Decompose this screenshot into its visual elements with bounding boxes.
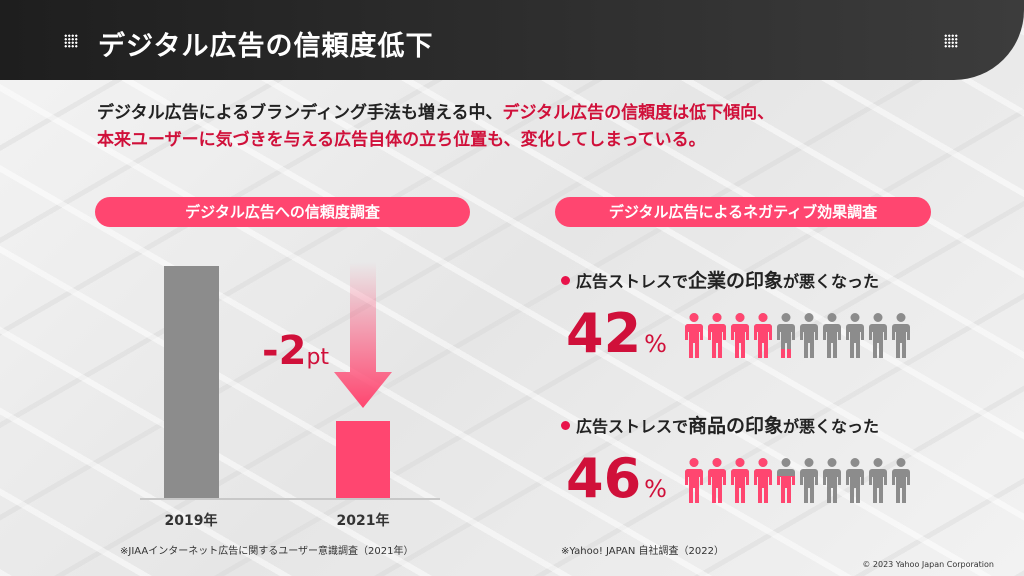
down-arrow-icon bbox=[334, 262, 392, 408]
person-icon bbox=[708, 313, 726, 358]
people-row bbox=[685, 313, 910, 358]
percent-value: 42 bbox=[566, 302, 642, 365]
person-icon bbox=[777, 458, 795, 503]
dots-icon bbox=[944, 34, 958, 48]
person-icon bbox=[892, 458, 910, 503]
label-emph: 企業の印象 bbox=[688, 270, 784, 292]
person-icon bbox=[731, 458, 749, 503]
delta-label: -2pt bbox=[262, 328, 329, 374]
bullet-icon bbox=[561, 421, 570, 430]
person-icon bbox=[846, 458, 864, 503]
item-2-label: 広告ストレスで商品の印象が悪くなった bbox=[561, 411, 879, 438]
person-icon bbox=[869, 458, 887, 503]
dots-icon bbox=[64, 34, 78, 48]
person-icon bbox=[754, 458, 772, 503]
percent-value: 46 bbox=[566, 447, 642, 510]
item-1-label: 広告ストレスで企業の印象が悪くなった bbox=[561, 266, 879, 293]
person-icon bbox=[800, 313, 818, 358]
bar-2021 bbox=[336, 421, 390, 498]
lead-line1: デジタル広告によるブランディング手法も増える中、 bbox=[97, 103, 503, 123]
person-icon bbox=[823, 313, 841, 358]
negative-effect-pill: デジタル広告によるネガティブ効果調査 bbox=[555, 197, 931, 227]
person-icon bbox=[754, 313, 772, 358]
label-pre: 広告ストレスで bbox=[576, 417, 689, 436]
bullet-icon bbox=[561, 276, 570, 285]
item-1-percent: 42% bbox=[566, 302, 667, 365]
year-label-2021: 2021年 bbox=[336, 513, 390, 529]
year-label-2019: 2019年 bbox=[164, 513, 218, 529]
person-icon bbox=[800, 458, 818, 503]
person-icon bbox=[892, 313, 910, 358]
header-bar: デジタル広告の信頼度低下 bbox=[0, 0, 1024, 80]
person-icon bbox=[846, 313, 864, 358]
left-footnote: ※JIAAインターネット広告に関するユーザー意識調査（2021年） bbox=[120, 546, 414, 557]
delta-value: -2 bbox=[262, 328, 307, 374]
trust-survey-pill: デジタル広告への信頼度調査 bbox=[95, 197, 470, 227]
label-post: が悪くなった bbox=[783, 417, 880, 436]
percent-unit: % bbox=[644, 330, 667, 358]
lead-text: デジタル広告によるブランディング手法も増える中、デジタル広告の信頼度は低下傾向、… bbox=[97, 100, 774, 154]
percent-unit: % bbox=[644, 475, 667, 503]
chart-baseline bbox=[140, 498, 440, 500]
person-icon bbox=[731, 313, 749, 358]
people-row bbox=[685, 458, 910, 503]
right-footnote: ※Yahoo! JAPAN 自社調査（2022） bbox=[561, 546, 724, 557]
person-icon bbox=[685, 458, 703, 503]
page-title: デジタル広告の信頼度低下 bbox=[98, 31, 434, 62]
person-icon bbox=[869, 313, 887, 358]
bar-2019 bbox=[164, 266, 219, 498]
person-icon bbox=[708, 458, 726, 503]
label-pre: 広告ストレスで bbox=[576, 272, 689, 291]
label-post: が悪くなった bbox=[783, 272, 880, 291]
person-icon bbox=[777, 313, 795, 358]
item-2-percent: 46% bbox=[566, 447, 667, 510]
copyright: © 2023 Yahoo Japan Corporation bbox=[862, 560, 994, 569]
person-icon bbox=[685, 313, 703, 358]
label-emph: 商品の印象 bbox=[688, 415, 784, 437]
delta-unit: pt bbox=[306, 345, 330, 370]
lead-line1-emph: デジタル広告の信頼度は低下傾向、 bbox=[502, 103, 775, 123]
lead-line2: 本来ユーザーに気づきを与える広告自体の立ち位置も、変化してしまっている。 bbox=[97, 130, 706, 150]
person-icon bbox=[823, 458, 841, 503]
